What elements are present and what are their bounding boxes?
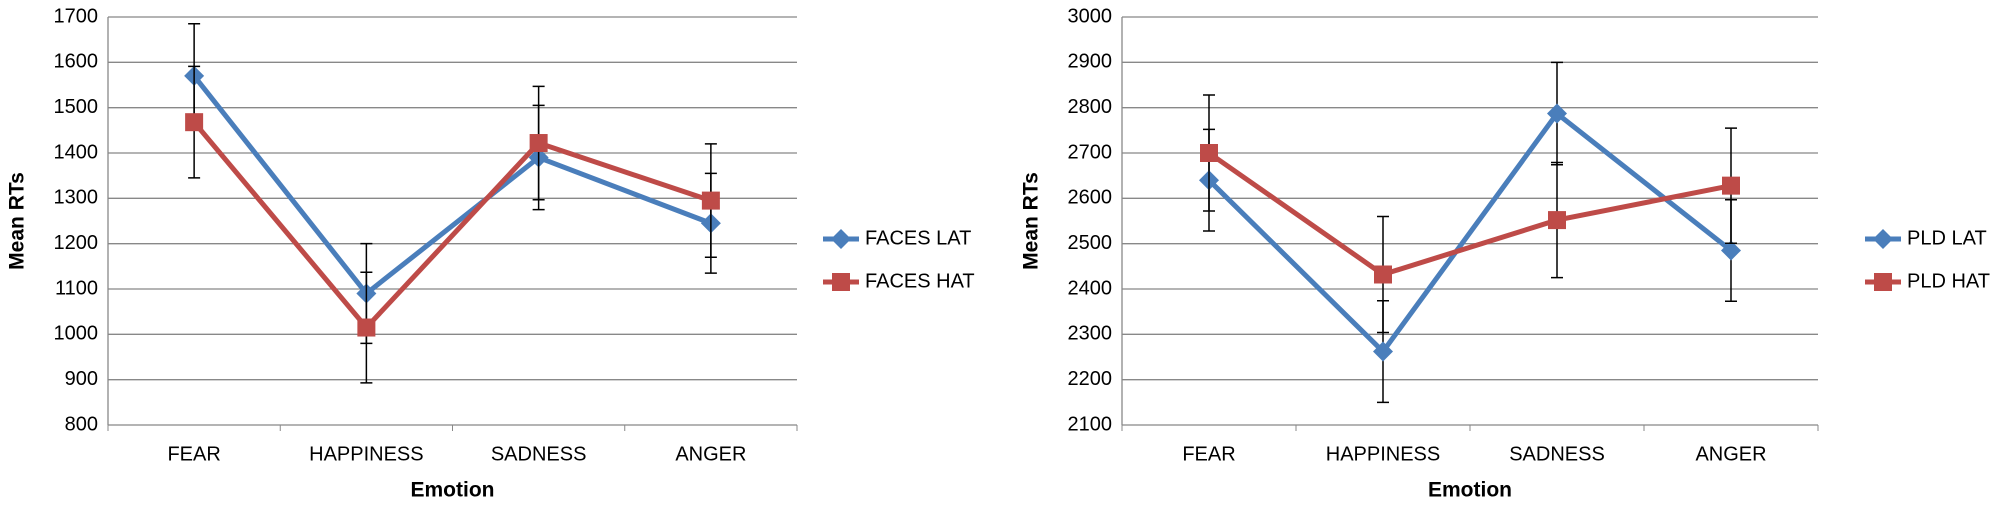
x-tick-label: ANGER bbox=[675, 443, 746, 465]
y-tick-label: 2200 bbox=[1068, 368, 1113, 390]
marker bbox=[1721, 240, 1741, 261]
marker bbox=[1874, 273, 1892, 291]
y-tick-label: 1100 bbox=[55, 277, 98, 299]
y-tick-label: 1200 bbox=[54, 232, 99, 254]
marker bbox=[832, 273, 850, 291]
y-tick-label: 900 bbox=[65, 368, 98, 390]
y-tick-label: 1400 bbox=[54, 141, 99, 163]
y-tick-label: 2100 bbox=[1068, 413, 1113, 435]
y-tick-label: 3000 bbox=[1068, 5, 1113, 27]
y-tick-label: 1600 bbox=[54, 51, 99, 73]
x-tick-label: ANGER bbox=[1695, 443, 1766, 465]
y-axis-title: Mean RTs bbox=[1020, 172, 1043, 270]
legend-label: PLD HAT bbox=[1907, 270, 1990, 292]
y-tick-label: 1700 bbox=[54, 5, 99, 27]
x-axis-title: Emotion bbox=[1428, 479, 1512, 502]
legend-label: PLD LAT bbox=[1907, 227, 1987, 249]
marker bbox=[529, 134, 548, 153]
marker bbox=[1200, 144, 1218, 162]
series-line bbox=[192, 120, 712, 332]
marker bbox=[357, 318, 376, 337]
y-tick-label: 1300 bbox=[54, 187, 99, 209]
y-tick-label: 2900 bbox=[1068, 51, 1113, 73]
y-tick-label: 2500 bbox=[1068, 232, 1113, 254]
y-tick-label: 1000 bbox=[54, 323, 99, 345]
legend-label: FACES LAT bbox=[865, 227, 971, 249]
marker bbox=[1374, 265, 1392, 284]
x-tick-label: SADNESS bbox=[1509, 443, 1605, 465]
marker bbox=[1547, 103, 1567, 124]
legend-label: FACES HAT bbox=[865, 270, 975, 292]
marker bbox=[1373, 341, 1393, 362]
marker bbox=[831, 229, 851, 249]
y-tick-label: 800 bbox=[65, 413, 98, 435]
x-tick-label: HAPPINESS bbox=[309, 443, 423, 465]
marker bbox=[185, 113, 204, 132]
marker bbox=[1873, 229, 1893, 249]
series-line bbox=[1207, 150, 1732, 278]
y-tick-label: 2400 bbox=[1068, 277, 1113, 299]
y-tick-label: 2800 bbox=[1068, 96, 1113, 118]
x-tick-label: FEAR bbox=[167, 443, 220, 465]
x-tick-label: FEAR bbox=[1182, 443, 1235, 465]
series-line bbox=[192, 74, 712, 298]
x-axis-title: Emotion bbox=[411, 479, 495, 502]
x-tick-label: HAPPINESS bbox=[1326, 443, 1440, 465]
marker bbox=[1548, 211, 1566, 230]
series-line bbox=[1207, 109, 1733, 356]
marker bbox=[1722, 176, 1740, 195]
y-tick-label: 2300 bbox=[1068, 323, 1113, 345]
y-tick-label: 2700 bbox=[1068, 141, 1113, 163]
y-axis-title: Mean RTs bbox=[6, 172, 29, 270]
y-tick-label: 2600 bbox=[1068, 187, 1113, 209]
y-tick-label: 1500 bbox=[54, 96, 99, 118]
x-tick-label: SADNESS bbox=[491, 443, 587, 465]
marker bbox=[701, 191, 720, 210]
